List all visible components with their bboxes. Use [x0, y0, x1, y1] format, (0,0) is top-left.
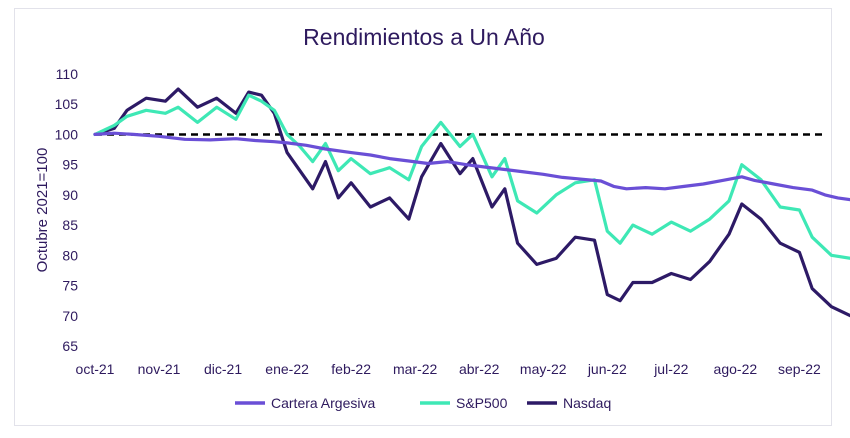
legend-label: Cartera Argesiva: [271, 395, 375, 411]
x-tick-label: oct-21: [76, 361, 115, 377]
y-tick-label: 65: [62, 338, 78, 354]
y-tick-label: 75: [62, 278, 78, 294]
series-line-1: [93, 93, 850, 260]
legend: Cartera Argesiva S&P500 Nasdaq: [235, 395, 611, 411]
legend-label: Nasdaq: [563, 395, 611, 411]
x-tick-labels: oct-21 nov-21 dic-21 ene-22 feb-22 mar-22 abr-…: [76, 361, 821, 377]
x-tick-label: feb-22: [331, 361, 371, 377]
series-line-2: [93, 87, 850, 318]
x-tick-label: nov-21: [138, 361, 181, 377]
x-tick-label: abr-22: [459, 361, 500, 377]
y-axis-label: Octubre 2021=100: [34, 148, 51, 273]
y-tick-label: 110: [56, 66, 79, 82]
x-tick-label: may-22: [520, 361, 567, 377]
y-tick-label: 90: [62, 187, 78, 203]
legend-label: S&P500: [456, 395, 508, 411]
y-tick-label: 85: [62, 217, 78, 233]
y-tick-label: 95: [62, 157, 78, 173]
series-line-0: [93, 131, 850, 202]
x-tick-label: ago-22: [714, 361, 758, 377]
y-tick-labels: 65 70 75 80 85 90 95 100 105 110: [55, 66, 79, 354]
x-tick-label: jul-22: [653, 361, 688, 377]
chart-title: Rendimientos a Un Año: [303, 24, 545, 50]
series-lines: [93, 87, 850, 318]
y-tick-label: 105: [55, 96, 79, 112]
x-tick-label: ene-22: [265, 361, 309, 377]
x-tick-label: dic-21: [204, 361, 242, 377]
chart-frame: [14, 8, 832, 426]
y-tick-label: 70: [62, 308, 78, 324]
y-tick-label: 100: [55, 126, 79, 142]
x-tick-label: jun-22: [587, 361, 627, 377]
x-tick-label: mar-22: [393, 361, 438, 377]
y-tick-label: 80: [62, 247, 78, 263]
x-tick-label: sep-22: [778, 361, 821, 377]
